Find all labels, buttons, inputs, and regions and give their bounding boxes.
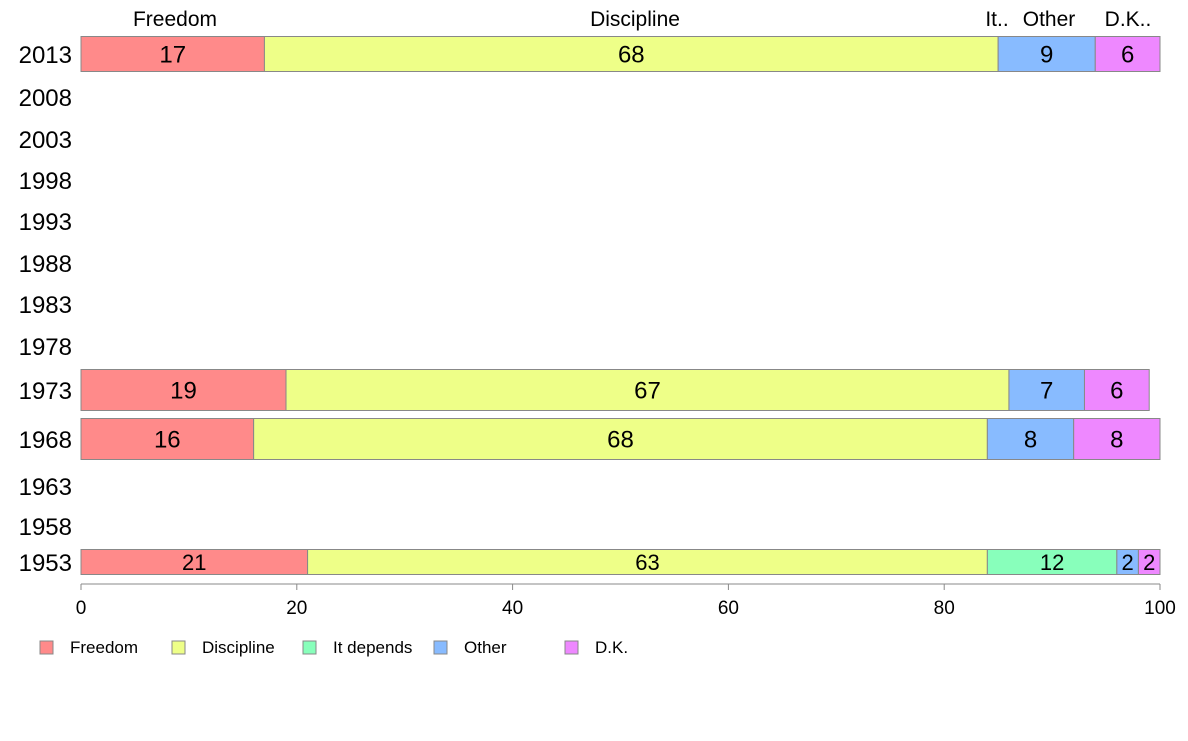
bar-2013-discipline [263, 36, 999, 72]
x-tick-label: 40 [502, 598, 523, 619]
legend-swatch-discipline [171, 640, 186, 655]
category-label-1958: 1958 [19, 514, 72, 541]
legend-swatch-it-depends [302, 640, 317, 655]
top-segment-label: Discipline [590, 8, 680, 31]
bar-value-label: 12 [1040, 550, 1064, 575]
legend-label-discipline: Discipline [202, 638, 275, 657]
bar-1968-discipline [253, 418, 988, 460]
bar-value-label: 63 [635, 550, 659, 575]
bar-value-label: 16 [154, 427, 181, 454]
bar-value-label: 9 [1040, 42, 1053, 69]
bar-value-label: 2 [1143, 550, 1155, 575]
top-segment-label: Other [1023, 8, 1076, 31]
bar-value-label: 67 [634, 378, 661, 405]
bar-value-label: 68 [607, 427, 634, 454]
bar-value-label: 8 [1024, 427, 1037, 454]
bar-2013-d-k- [1094, 36, 1161, 72]
bar-1953-discipline [307, 549, 988, 575]
category-label-1968: 1968 [19, 427, 72, 454]
legend-label-other: Other [464, 638, 507, 657]
category-label-1998: 1998 [19, 168, 72, 195]
category-label-1953: 1953 [19, 550, 72, 577]
bar-1973-d-k- [1083, 369, 1150, 411]
legend-swatch-freedom [39, 640, 54, 655]
bar-1953-d-k- [1137, 549, 1161, 575]
category-label-2003: 2003 [19, 127, 72, 154]
bar-value-label: 17 [159, 42, 186, 69]
top-segment-label: It.. [985, 8, 1008, 31]
bar-1968-d-k- [1073, 418, 1161, 460]
top-segment-label: D.K.. [1105, 8, 1152, 31]
bar-value-label: 8 [1110, 427, 1123, 454]
category-label-1993: 1993 [19, 209, 72, 236]
x-tick-label: 80 [934, 598, 955, 619]
category-label-1983: 1983 [19, 292, 72, 319]
category-label-1988: 1988 [19, 251, 72, 278]
x-tick-label: 0 [76, 598, 87, 619]
category-label-1973: 1973 [19, 378, 72, 405]
bar-2013-freedom [80, 36, 265, 72]
legend-label-it-depends: It depends [333, 638, 412, 657]
bar-1953-freedom [80, 549, 309, 575]
bar-value-label: 6 [1121, 42, 1134, 69]
bar-2013-other [997, 36, 1096, 72]
x-tick-label: 20 [286, 598, 307, 619]
legend-swatch-d-k- [564, 640, 579, 655]
bar-1973-freedom [80, 369, 287, 411]
bar-value-label: 2 [1122, 550, 1134, 575]
bar-value-label: 7 [1040, 378, 1053, 405]
bar-1973-discipline [285, 369, 1010, 411]
bar-1968-freedom [80, 418, 255, 460]
x-tick-label: 100 [1144, 598, 1176, 619]
top-segment-label: Freedom [133, 8, 217, 31]
legend-label-freedom: Freedom [70, 638, 138, 657]
bar-1973-other [1008, 369, 1085, 411]
category-label-2008: 2008 [19, 85, 72, 112]
category-label-1963: 1963 [19, 474, 72, 501]
legend-label-d-k-: D.K. [595, 638, 628, 657]
bar-value-label: 6 [1110, 378, 1123, 405]
legend-swatch-other [433, 640, 448, 655]
bar-value-label: 68 [618, 42, 645, 69]
category-label-2013: 2013 [19, 42, 72, 69]
bar-value-label: 21 [182, 550, 206, 575]
category-label-1978: 1978 [19, 334, 72, 361]
bar-value-label: 19 [170, 378, 197, 405]
x-tick-label: 60 [718, 598, 739, 619]
